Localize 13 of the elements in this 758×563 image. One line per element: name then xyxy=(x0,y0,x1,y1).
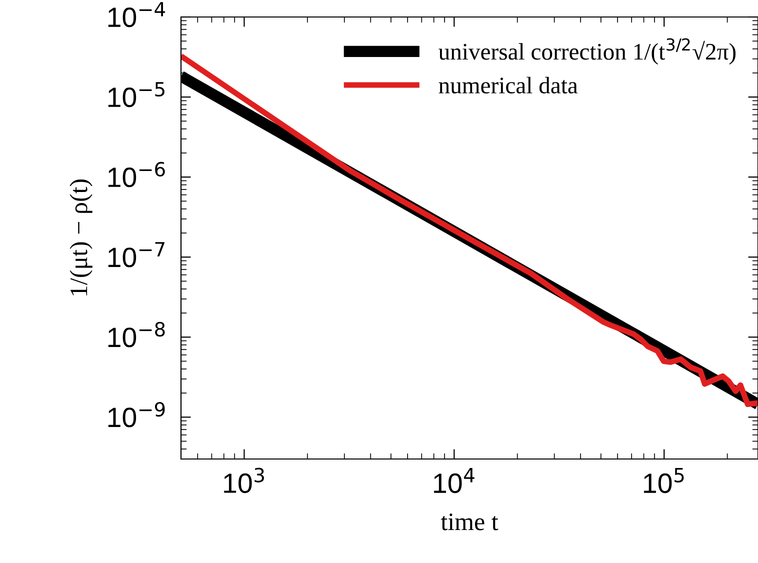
x-tick-label: 10$^{3}$ xyxy=(224,468,264,494)
y-axis-title: 1/(μt) − ρ(t) xyxy=(70,180,92,296)
y-tick-label: 10$^{−6}$ xyxy=(108,162,165,188)
y-tick-label: 10$^{−5}$ xyxy=(108,82,164,108)
y-tick-label: 10$^{−4}$ xyxy=(108,2,166,28)
legend-label: universal correction 1/(t$^{3/2}$√2π) xyxy=(438,38,736,65)
y-tick-label: 10$^{−9}$ xyxy=(108,402,165,428)
x-tick-label: 10$^{4}$ xyxy=(434,468,474,494)
y-tick-label: 10$^{−7}$ xyxy=(108,242,164,268)
x-tick-label: 10$^{5}$ xyxy=(644,468,684,494)
y-tick-label: 10$^{−8}$ xyxy=(108,322,165,348)
legend-label: numerical data xyxy=(438,76,578,94)
x-axis-title: time t xyxy=(440,513,498,530)
